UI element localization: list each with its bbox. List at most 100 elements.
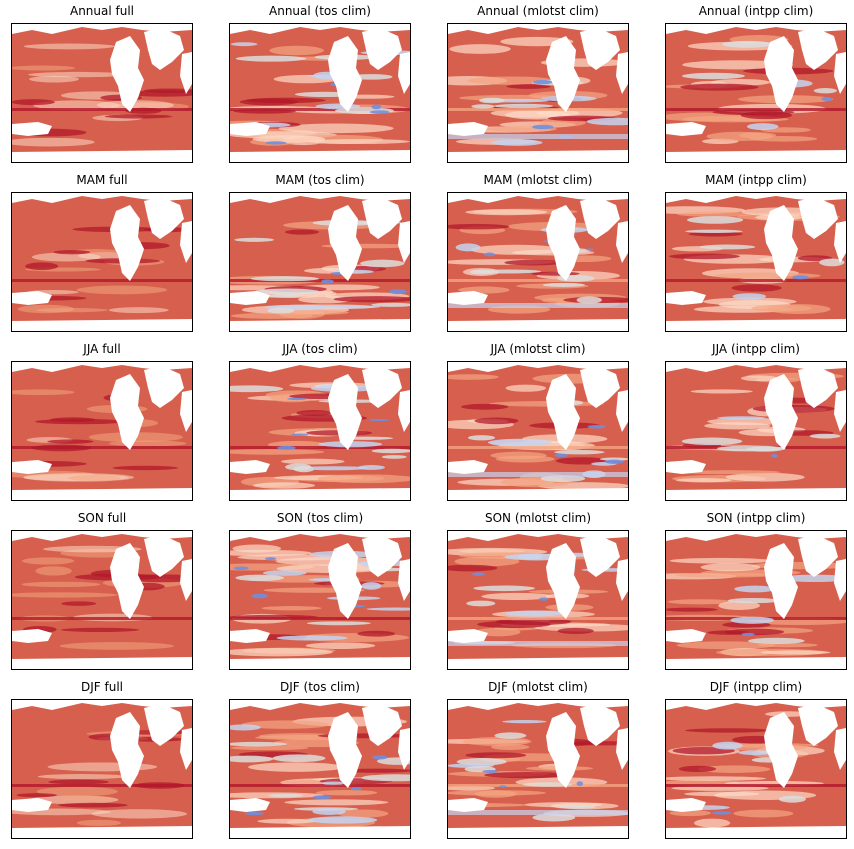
land-mask	[180, 390, 192, 432]
land-mask	[230, 291, 270, 305]
land-mask	[328, 36, 362, 112]
heatmap-map	[448, 531, 628, 669]
land-mask	[110, 374, 144, 450]
heatmap-map	[12, 24, 192, 162]
land-mask	[666, 657, 846, 669]
field-streak	[241, 720, 330, 729]
land-mask	[12, 362, 192, 372]
field-streak	[553, 449, 605, 455]
map-frame	[665, 361, 847, 501]
panel-title: DJF (tos clim)	[280, 680, 360, 694]
map-frame	[229, 361, 411, 501]
heatmap-map	[666, 193, 846, 331]
land-mask	[666, 531, 846, 541]
field-streak	[471, 104, 495, 109]
field-streak	[278, 123, 394, 134]
field-streak	[48, 779, 109, 785]
panel-jja-tos-clim: JJA (tos clim)	[229, 342, 411, 501]
land-mask	[12, 531, 192, 541]
field-streak	[542, 282, 586, 287]
field-streak	[821, 96, 833, 101]
field-streak	[460, 403, 509, 410]
field-streak	[505, 384, 547, 392]
field-streak	[312, 795, 332, 800]
field-streak	[235, 574, 285, 582]
field-streak	[232, 544, 282, 553]
field-streak	[371, 104, 382, 110]
land-mask	[180, 559, 192, 601]
panel-title: MAM full	[76, 173, 128, 187]
land-mask	[230, 319, 410, 331]
field-streak	[730, 616, 775, 624]
field-streak	[694, 818, 731, 828]
panel-mam-full: MAM full	[11, 173, 193, 332]
land-mask	[230, 798, 270, 812]
field-streak	[371, 302, 410, 307]
equatorial-band	[230, 279, 410, 282]
land-mask	[616, 390, 628, 432]
southern-band	[448, 303, 628, 308]
equatorial-band	[230, 446, 410, 449]
panel-title: MAM (mlotst clim)	[483, 173, 593, 187]
field-streak	[337, 809, 389, 818]
equatorial-band	[12, 446, 192, 449]
land-mask	[362, 704, 402, 746]
field-streak	[707, 417, 791, 426]
field-streak	[230, 724, 261, 731]
panel-mam-mlotst-clim: MAM (mlotst clim)	[447, 173, 629, 332]
land-mask	[834, 52, 846, 94]
equatorial-band	[666, 279, 846, 282]
land-mask	[398, 52, 410, 94]
field-streak	[35, 566, 72, 576]
field-streak	[484, 252, 495, 257]
field-streak	[484, 772, 570, 779]
field-streak	[361, 582, 382, 590]
field-streak	[108, 440, 187, 447]
field-streak	[554, 453, 569, 457]
land-mask	[230, 700, 410, 710]
field-streak	[23, 43, 115, 50]
field-streak	[502, 719, 547, 724]
field-streak	[697, 765, 771, 773]
heatmap-map	[666, 700, 846, 838]
field-streak	[685, 728, 771, 733]
heatmap-map	[448, 700, 628, 838]
field-streak	[494, 732, 527, 739]
field-streak	[734, 585, 776, 593]
panel-mam-intpp-clim: MAM (intpp clim)	[665, 173, 847, 332]
field-streak	[482, 769, 499, 773]
field-streak	[230, 647, 333, 657]
land-mask	[12, 657, 192, 669]
field-streak	[813, 88, 837, 94]
field-streak	[495, 455, 555, 463]
land-mask	[12, 488, 192, 500]
panel-title: DJF (intpp clim)	[709, 680, 803, 694]
field-streak	[587, 425, 606, 429]
panel-title: Annual (tos clim)	[269, 4, 371, 18]
equatorial-band	[448, 108, 628, 111]
land-mask	[328, 205, 362, 281]
land-mask	[448, 122, 488, 136]
land-mask	[448, 629, 488, 643]
field-streak	[727, 597, 779, 604]
field-streak	[487, 438, 552, 447]
field-streak	[268, 793, 304, 798]
field-streak	[448, 790, 547, 796]
field-streak	[243, 812, 265, 816]
field-streak	[307, 139, 410, 145]
land-mask	[398, 728, 410, 770]
land-mask	[834, 728, 846, 770]
land-mask	[12, 193, 192, 203]
field-streak	[733, 809, 794, 818]
field-streak	[59, 642, 174, 650]
field-streak	[448, 223, 510, 230]
field-streak	[230, 449, 325, 455]
field-streak	[449, 44, 511, 54]
field-streak	[685, 229, 743, 233]
field-streak	[479, 97, 505, 104]
field-streak	[12, 99, 55, 106]
field-streak	[350, 787, 362, 791]
field-streak	[281, 458, 345, 465]
field-streak	[448, 374, 499, 380]
heatmap-map	[12, 362, 192, 500]
